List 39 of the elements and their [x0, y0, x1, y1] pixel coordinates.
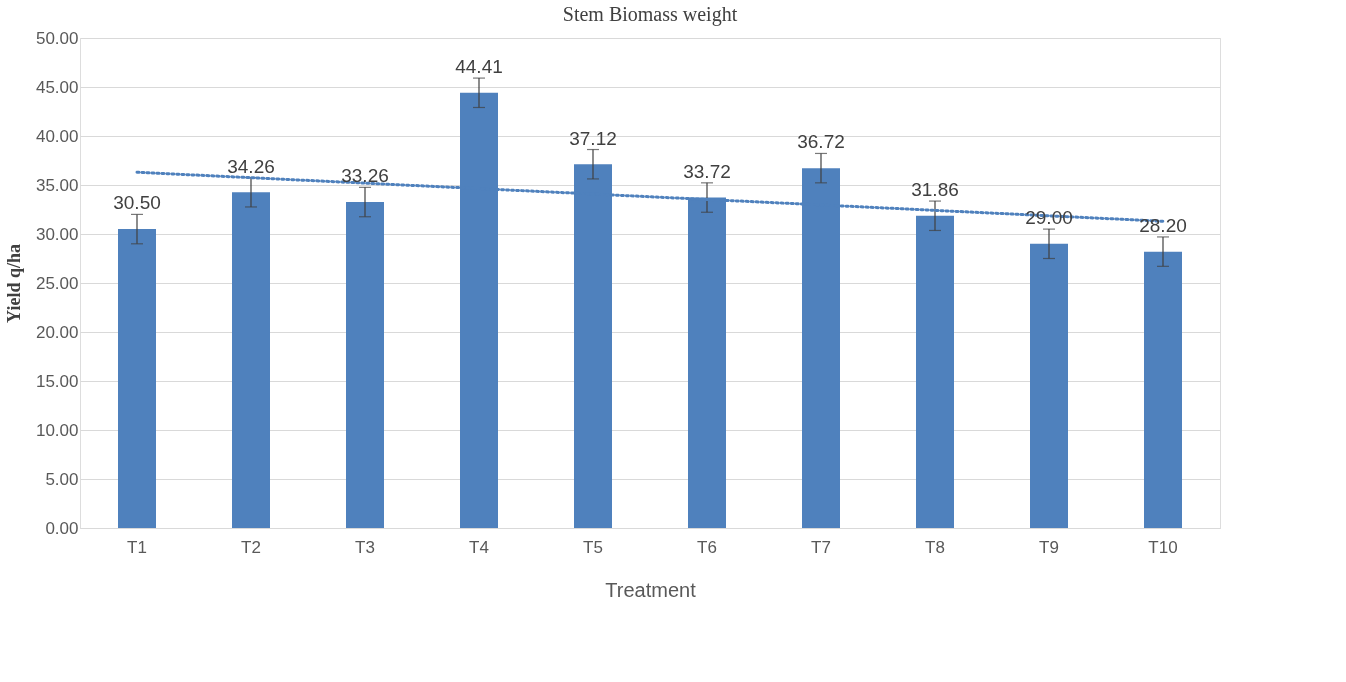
y-tick-label: 40.00	[35, 126, 79, 146]
bar	[346, 202, 384, 528]
y-tick-label: 50.00	[35, 28, 79, 48]
y-tick-label: 45.00	[35, 77, 79, 97]
y-tick-label: 20.00	[35, 322, 79, 342]
bar	[1030, 243, 1068, 528]
bar	[1144, 251, 1182, 528]
data-label: 44.41	[455, 56, 503, 78]
data-label: 36.72	[797, 131, 845, 153]
bar	[232, 192, 270, 528]
data-label: 37.12	[569, 127, 617, 149]
x-tick-label: T5	[583, 538, 603, 557]
bar	[118, 229, 156, 528]
bar	[916, 215, 954, 528]
data-label: 31.86	[911, 179, 959, 201]
data-label: 30.50	[113, 192, 161, 214]
x-tick-label: T9	[1039, 538, 1059, 557]
x-tick-label: T3	[355, 538, 375, 557]
chart-title: Stem Biomass weight	[562, 3, 738, 26]
y-tick-label: 35.00	[35, 175, 79, 195]
data-label: 33.72	[683, 160, 731, 182]
x-tick-label: T8	[925, 538, 945, 557]
x-axis-title: Treatment	[605, 578, 697, 601]
y-tick-label: 0.00	[45, 518, 79, 538]
x-tick-label: T4	[469, 538, 489, 557]
data-label: 33.26	[341, 165, 389, 187]
x-tick-label: T1	[127, 538, 147, 557]
x-tick-label: T7	[811, 538, 831, 557]
y-tick-label: 5.00	[45, 469, 79, 489]
y-tick-label: 25.00	[35, 273, 79, 293]
y-tick-label: 30.00	[35, 224, 79, 244]
x-tick-label: T10	[1148, 538, 1178, 557]
y-tick-label: 10.00	[35, 420, 79, 440]
x-tick-label: T6	[697, 538, 717, 557]
data-label: 28.20	[1139, 214, 1187, 236]
x-tick-label: T2	[241, 538, 261, 557]
y-axis-title: Yield q/ha	[3, 244, 24, 323]
data-label: 34.26	[227, 155, 275, 177]
y-tick-label: 15.00	[35, 371, 79, 391]
